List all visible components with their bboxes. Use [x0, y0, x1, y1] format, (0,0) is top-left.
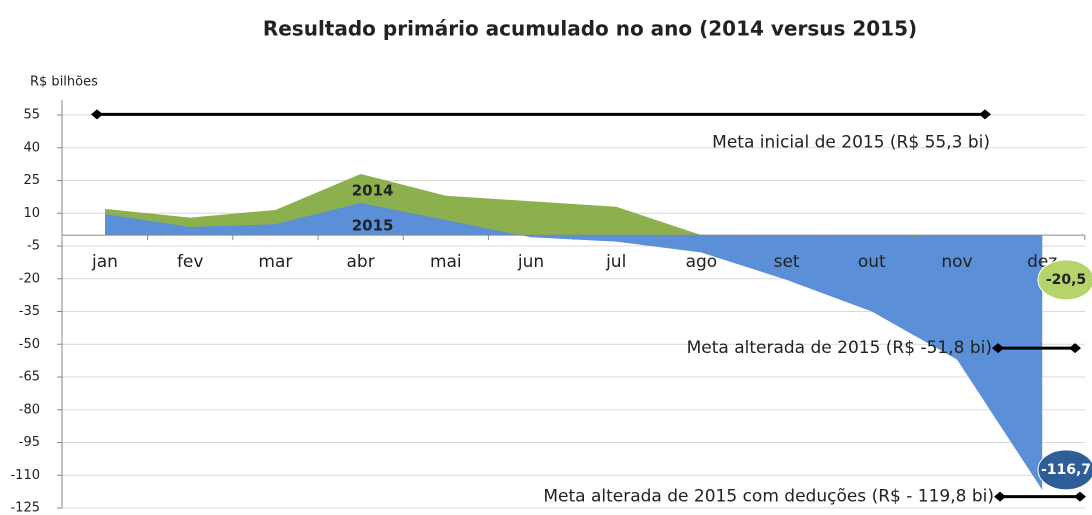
- x-tick-label: jun: [517, 252, 544, 272]
- x-tick-label: jul: [605, 252, 626, 272]
- y-tick-label: -20: [19, 271, 40, 286]
- reference-label: Meta inicial de 2015 (R$ 55,3 bi): [712, 132, 990, 152]
- chart-title: Resultado primário acumulado no ano (201…: [263, 17, 917, 41]
- y-tick-label: -95: [19, 435, 40, 450]
- x-tick-label: out: [858, 252, 886, 272]
- y-tick-label: -5: [27, 239, 40, 254]
- y-tick-label: -35: [19, 304, 40, 319]
- y-tick-label: -50: [19, 337, 40, 352]
- y-tick-label: 40: [23, 140, 40, 155]
- x-tick-label: ago: [686, 252, 718, 272]
- data-label: -116,7: [1041, 462, 1091, 478]
- x-tick-label: mar: [258, 252, 292, 272]
- series-label: 2015: [352, 216, 394, 234]
- x-tick-label: set: [774, 252, 800, 272]
- reference-marker: [91, 109, 103, 120]
- reference-marker: [992, 343, 1004, 354]
- y-tick-label: -80: [19, 402, 40, 417]
- data-label-bubble: [1037, 259, 1092, 301]
- x-tick-label: abr: [346, 252, 374, 272]
- reference-label: Meta alterada de 2015 (R$ -51,8 bi): [687, 338, 992, 358]
- series-label: 2014: [352, 181, 394, 199]
- y-tick-label: -65: [19, 370, 40, 385]
- x-tick-label: nov: [941, 252, 972, 272]
- y-tick-label: 55: [23, 108, 40, 123]
- reference-marker: [994, 491, 1006, 502]
- area: [105, 202, 1043, 490]
- y-axis-label: R$ bilhões: [30, 75, 98, 90]
- data-label: -20,5: [1046, 272, 1086, 288]
- data-label-bubble: [1037, 449, 1092, 491]
- y-tick-label: -110: [10, 468, 40, 483]
- x-tick-label: fev: [177, 252, 204, 272]
- reference-marker: [979, 109, 991, 120]
- reference-marker: [1074, 491, 1086, 502]
- reference-marker: [1069, 343, 1081, 354]
- y-tick-label: 25: [23, 173, 40, 188]
- x-tick-label: jan: [91, 252, 118, 272]
- y-tick-label: -125: [10, 501, 40, 515]
- y-tick-label: 10: [23, 206, 40, 221]
- reference-label: Meta alterada de 2015 com deduções (R$ -…: [543, 487, 994, 507]
- x-tick-label: mai: [430, 252, 462, 272]
